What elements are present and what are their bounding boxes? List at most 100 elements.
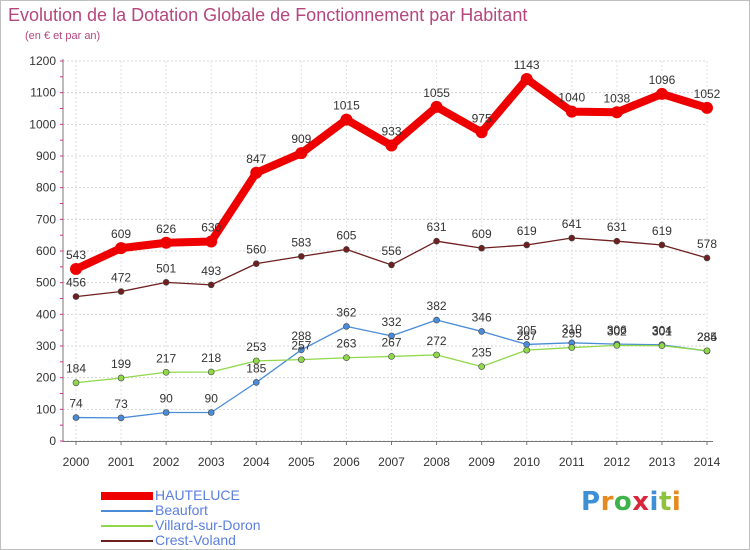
data-point [162,279,170,286]
data-point [295,147,308,160]
data-label: 619 [517,224,537,238]
data-point [115,242,128,255]
x-tick-label: 2005 [288,455,315,469]
data-point [701,101,713,114]
y-tick-label: 900 [36,149,56,163]
data-label: 90 [159,392,173,406]
x-tick-label: 2008 [423,455,450,469]
data-label: 235 [472,346,492,360]
data-point [655,87,668,100]
y-tick-label: 1100 [30,86,56,100]
data-label: 933 [381,125,401,139]
y-tick-label: 600 [36,244,56,258]
legend-swatch [101,525,153,527]
logo-letter: i [671,487,682,517]
data-point [703,347,711,355]
logo-letter: r [600,487,614,517]
legend-swatch [101,540,153,542]
x-tick-label: 2003 [198,455,225,469]
data-label: 263 [336,337,356,351]
data-label: 218 [201,351,221,365]
data-point [117,414,125,422]
data-label: 1143 [514,58,540,72]
data-point [568,234,576,242]
data-point [207,368,215,376]
data-point [478,363,485,370]
data-point [340,113,353,126]
data-point [703,254,711,262]
x-tick-label: 2004 [243,455,270,469]
data-label: 332 [381,315,401,329]
data-label: 1038 [604,91,631,105]
x-tick-label: 2006 [333,455,360,469]
legend-label: Crest-Voland [155,532,236,548]
data-label: 257 [291,339,311,353]
data-point [385,139,398,152]
data-label: 90 [205,392,219,406]
logo-letter: x [632,487,650,517]
data-label: 185 [246,361,266,375]
data-label: 626 [156,222,176,236]
data-label: 630 [201,221,221,235]
x-tick-label: 2010 [513,455,540,469]
logo-letter: P [581,487,601,517]
data-label: 847 [246,152,266,166]
data-label: 1015 [333,99,360,113]
data-label: 1040 [558,91,585,105]
data-label: 472 [111,271,131,285]
data-label: 284 [697,330,717,344]
y-tick-label: 200 [36,371,56,385]
data-point [478,328,485,335]
legend-label: Beaufort [155,502,208,518]
data-label: 641 [562,217,582,231]
y-tick-label: 1200 [29,54,56,68]
data-point [475,126,488,139]
data-label: 619 [652,224,672,238]
legend-label: Villard-sur-Doron [155,517,261,533]
data-label: 253 [246,340,266,354]
data-point [343,246,350,253]
data-label: 605 [336,228,356,242]
data-point [72,293,80,300]
data-label: 73 [114,397,128,411]
data-label: 382 [427,299,447,313]
data-label: 456 [66,276,86,290]
data-point [343,354,350,362]
data-point [433,351,440,359]
logo-letter: i [649,487,659,517]
data-point [72,414,80,421]
data-label: 493 [201,264,221,278]
x-tick-label: 2011 [559,455,585,469]
data-point [160,236,173,249]
data-point [117,374,125,382]
data-point [613,237,621,245]
data-label: 288 [291,329,311,343]
data-label: 609 [111,227,131,241]
data-label: 975 [472,111,492,125]
data-label: 304 [652,324,672,338]
legend-swatch [101,492,153,500]
data-point [298,253,305,260]
data-label: 631 [607,220,627,234]
data-point [388,332,395,340]
data-point [430,100,443,113]
data-label: 285 [697,330,717,344]
data-point [298,356,305,363]
data-point [433,316,440,324]
y-tick-label: 500 [36,276,56,290]
data-point [568,344,576,351]
data-point [478,244,485,252]
legend-swatch [101,510,153,512]
data-point [250,166,263,179]
data-label: 305 [517,323,537,337]
y-tick-label: 800 [36,181,56,195]
data-point [70,263,82,276]
y-tick-label: 1000 [29,117,56,131]
data-label: 184 [66,362,86,376]
chart-subtitle: (en € et par an) [25,30,101,42]
data-label: 287 [517,329,537,343]
data-label: 1096 [649,73,676,87]
proxiti-logo: Proxiti [581,487,681,517]
data-point [117,288,125,295]
